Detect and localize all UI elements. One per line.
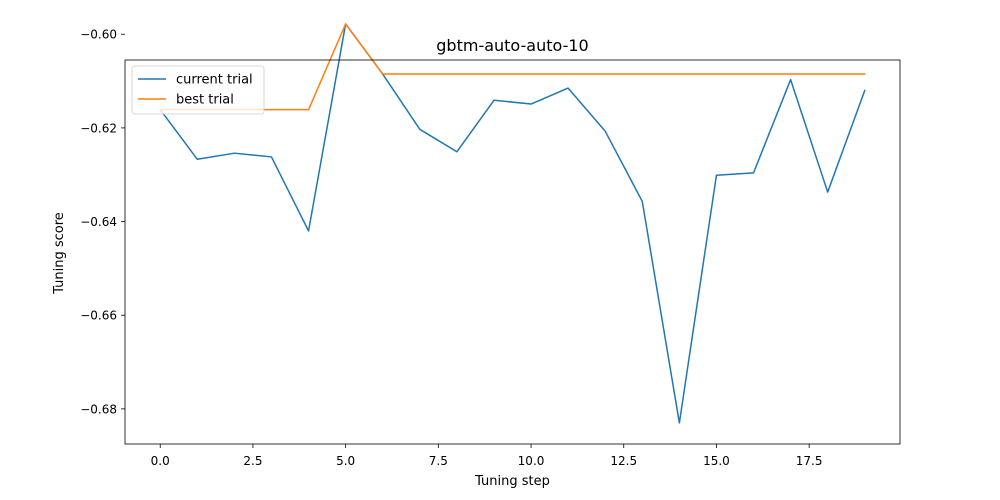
x-axis-ticks: 0.0 2.5 5.0 7.5 10.0 12.5 15.0 17.5 [151, 444, 823, 468]
series-line-1 [159, 23, 866, 111]
x-tick-label: 12.5 [610, 454, 637, 468]
y-tick-label: −0.60 [80, 28, 117, 42]
axes-frame [124, 59, 901, 445]
x-axis-label: Tuning step [474, 474, 550, 489]
x-tick-label: 10.0 [518, 454, 545, 468]
chart-title: gbtm-auto-auto-10 [436, 36, 588, 55]
x-tick-label: 15.0 [703, 454, 730, 468]
x-tick-label: 5.0 [336, 454, 355, 468]
y-tick-label: −0.68 [80, 402, 117, 416]
x-tick-label: 0.0 [151, 454, 170, 468]
y-tick-label: −0.66 [80, 309, 117, 323]
x-tick-label: 7.5 [429, 454, 448, 468]
plot-area [124, 23, 901, 445]
y-tick-label: −0.62 [80, 121, 117, 135]
legend-label: best trial [176, 93, 234, 108]
y-axis-label: Tuning score [52, 212, 67, 295]
x-tick-label: 17.5 [796, 454, 823, 468]
y-tick-label: −0.64 [80, 215, 117, 229]
legend-label: current trial [176, 73, 253, 88]
legend-box [131, 65, 265, 115]
y-axis-ticks: −0.68 −0.66 −0.64 −0.62 −0.60 [80, 28, 125, 416]
x-tick-label: 2.5 [243, 454, 262, 468]
series-line-0 [159, 23, 866, 424]
legend: current trial best trial [131, 65, 265, 115]
